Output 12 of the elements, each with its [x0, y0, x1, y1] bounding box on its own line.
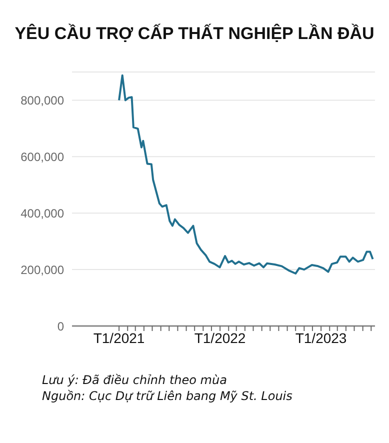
x-tick-label: T1/2021 [93, 330, 145, 346]
chart-title: YÊU CẦU TRỢ CẤP THẤT NGHIỆP LẦN ĐẦU [14, 22, 376, 45]
text: Nguồn: Cục Dự trữ Liên bang Mỹ St. Louis [42, 388, 294, 404]
y-tick-label: 800,000 [20, 93, 64, 108]
y-tick-label: 200,000 [20, 262, 64, 277]
y-tick-label: 600,000 [20, 150, 64, 164]
y-tick-label: 0 [57, 319, 64, 334]
line-series [118, 74, 374, 275]
x-tick-label: T1/2023 [295, 330, 347, 346]
text: Lưu ý: Đã điều chỉnh theo mùa [42, 372, 228, 388]
x-tick-label: T1/2022 [194, 330, 246, 346]
y-tick-label: 400,000 [20, 206, 64, 220]
